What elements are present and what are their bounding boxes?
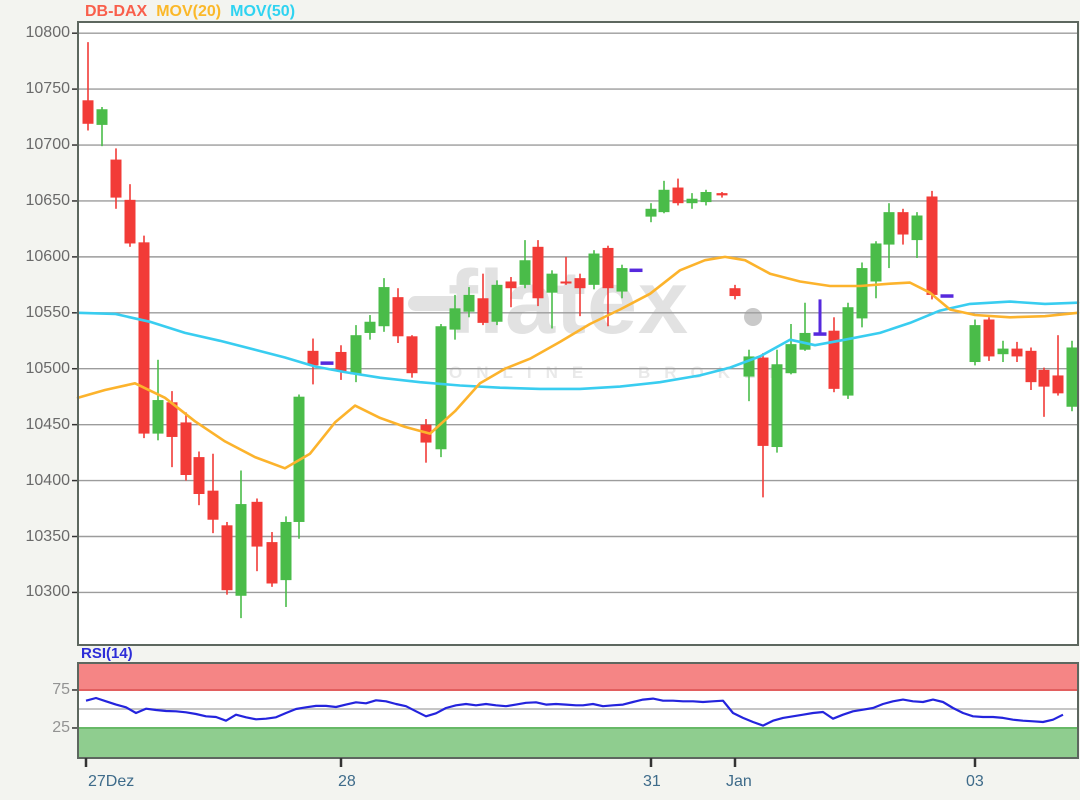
- chart-legend: DB-DAX MOV(20) MOV(50): [85, 2, 295, 22]
- price-axis-label: 10500: [25, 359, 71, 377]
- watermark-subtitle: ONLINE BROKER: [449, 363, 796, 382]
- rsi-plot-area: [78, 663, 1078, 758]
- rsi-level-25: 25: [52, 719, 70, 736]
- price-axis-label: 10300: [25, 583, 71, 601]
- price-axis-label: 10800: [25, 24, 71, 42]
- price-axis-label: 10550: [25, 303, 71, 321]
- price-axis-label: 10450: [25, 415, 71, 433]
- price-axis-label: 10750: [25, 80, 71, 98]
- price-axis-label: 10650: [25, 191, 71, 209]
- watermark-logo: flatex: [448, 253, 690, 353]
- price-axis-label: 10400: [25, 471, 71, 489]
- rsi-indicator-label: RSI(14): [81, 645, 133, 662]
- legend-symbol-dbdax: DB-DAX: [85, 3, 148, 20]
- time-axis-label: Jan: [726, 773, 752, 790]
- price-axis-label: 10600: [25, 247, 71, 265]
- time-axis-label: 28: [338, 773, 356, 790]
- legend-mov20: MOV(20): [156, 3, 222, 20]
- time-axis-label: 31: [643, 773, 661, 790]
- watermark-logo-dot: [744, 308, 762, 326]
- legend-mov50: MOV(50): [230, 3, 296, 20]
- time-axis-label: 27Dez: [88, 773, 135, 790]
- price-axis-label: 10700: [25, 136, 71, 154]
- price-axis-label: 10350: [25, 527, 71, 545]
- time-axis-label: 03: [966, 773, 984, 790]
- rsi-level-75: 75: [52, 681, 70, 698]
